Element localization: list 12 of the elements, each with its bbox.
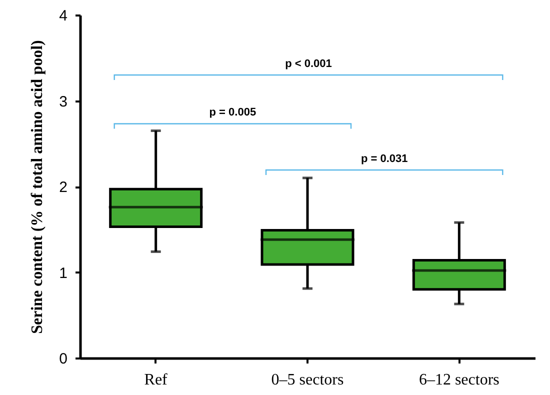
- annotation: p < 0.001: [285, 58, 332, 70]
- annotation: p = 0.005: [209, 106, 256, 119]
- x-tick-label: 6–12 sectors: [418, 372, 500, 388]
- y-tick-label: 2: [59, 179, 68, 196]
- y-axis-title: Serine content (% of total amino acid pool): [29, 40, 46, 334]
- y-tick-label: 4: [59, 8, 68, 24]
- y-tick-label: 1: [59, 264, 68, 282]
- y-tick-label: 3: [59, 93, 68, 110]
- annotation: p = 0.031: [360, 153, 408, 166]
- x-tick-label: 0–5 sectors: [271, 372, 344, 388]
- y-tick-label: 0: [59, 350, 68, 368]
- x-tick-label: Ref: [144, 372, 168, 388]
